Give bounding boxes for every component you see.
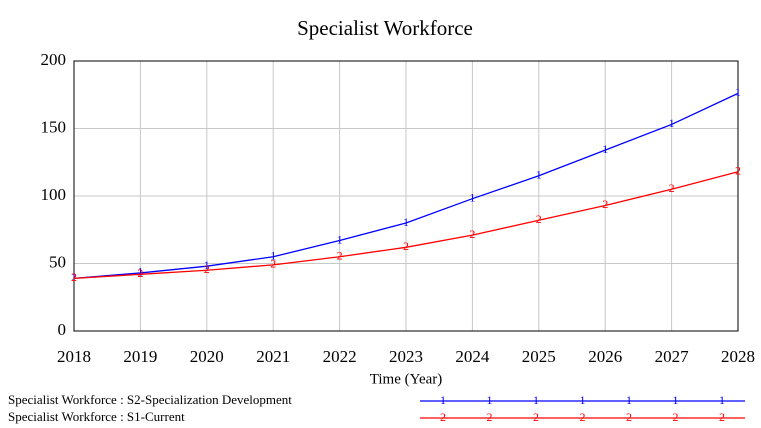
legend-marker: 1 [533,393,539,407]
series-marker: 2 [669,181,675,195]
x-tick-label: 2026 [588,347,622,366]
x-tick-label: 2021 [256,347,290,366]
series-marker: 2 [536,212,542,226]
legend-label: Specialist Workforce : S2-Specialization… [8,392,292,407]
series-marker: 2 [602,197,608,211]
legend-marker: 2 [440,410,446,424]
series-marker: 2 [270,257,276,271]
legend-marker: 1 [673,393,679,407]
series-marker: 1 [337,232,343,246]
legend-marker: 2 [673,410,679,424]
series-marker: 1 [204,258,210,272]
y-tick-label: 0 [58,320,67,339]
series-marker: 1 [536,168,542,182]
series-marker: 2 [71,270,77,284]
legend-marker: 2 [533,410,539,424]
x-tick-label: 2022 [323,347,357,366]
x-tick-label: 2024 [455,347,490,366]
legend-marker: 1 [719,393,725,407]
series-marker: 2 [337,249,343,263]
legend-label: Specialist Workforce : S1-Current [8,409,185,424]
x-axis-label: Time (Year) [370,371,443,387]
legend-marker: 2 [626,410,632,424]
series-marker: 2 [204,262,210,276]
legend-marker: 1 [487,393,493,407]
series-marker: 1 [602,142,608,156]
legend-marker: 1 [580,393,586,407]
series-marker: 1 [270,249,276,263]
y-tick-label: 100 [41,185,67,204]
x-tick-label: 2027 [655,347,690,366]
x-tick-label: 2019 [123,347,157,366]
legend-marker: 2 [580,410,586,424]
series-marker: 1 [403,215,409,229]
series-marker: 2 [137,266,143,280]
series-line [73,92,739,279]
series-marker: 1 [469,190,475,204]
y-tick-label: 200 [41,50,67,69]
legend-marker: 2 [487,410,493,424]
legend-marker: 2 [719,410,725,424]
x-tick-label: 2028 [721,347,755,366]
legend-marker: 1 [626,393,632,407]
series-marker: 2 [403,239,409,253]
chart-title: Specialist Workforce [297,16,473,40]
series-marker: 1 [71,270,77,284]
series-marker: 1 [735,85,741,99]
y-tick-label: 150 [41,117,67,136]
series-line [73,171,739,279]
x-tick-label: 2023 [389,347,423,366]
plot-border [73,60,739,332]
series-marker: 1 [137,265,143,279]
x-tick-label: 2018 [57,347,91,366]
legend-marker: 1 [440,393,446,407]
x-tick-label: 2020 [190,347,224,366]
series-marker: 2 [735,163,741,177]
series-marker: 2 [469,227,475,241]
x-tick-label: 2025 [522,347,556,366]
y-tick-label: 50 [49,252,66,271]
series-marker: 1 [669,116,675,130]
